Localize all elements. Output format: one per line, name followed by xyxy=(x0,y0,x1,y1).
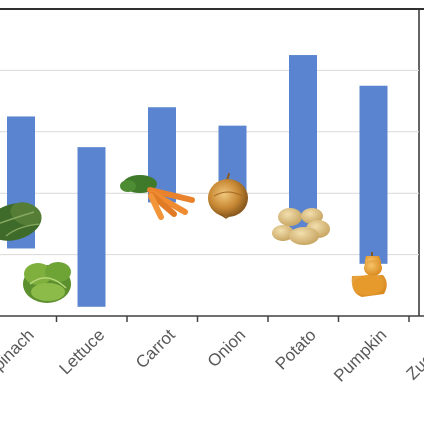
tick-label-zucchini: Zucchini xyxy=(403,325,424,383)
tick-label-spinach: Spinach xyxy=(0,325,38,382)
bar-lettuce xyxy=(77,147,106,307)
butternut-squash-icon xyxy=(351,252,387,297)
gridlines xyxy=(0,69,419,256)
x-axis-ticks xyxy=(55,316,410,322)
tick-label-potato: Potato xyxy=(272,325,320,373)
bar-series xyxy=(7,55,388,307)
vegetable-icons xyxy=(0,173,387,303)
onion-icon xyxy=(208,173,248,219)
lettuce-icon xyxy=(23,262,71,303)
tick-label-carrot: Carrot xyxy=(132,325,179,372)
plot-area xyxy=(0,8,424,316)
bar-potato xyxy=(289,55,317,237)
carrot-icon xyxy=(120,175,195,220)
spinach-icon xyxy=(0,202,42,241)
tick-label-lettuce: Lettuce xyxy=(55,325,108,378)
potato-icon xyxy=(272,208,330,245)
x-axis: Spinach Lettuce Carrot Onion Potato Pumpkin Zu… xyxy=(0,315,424,386)
tick-label-onion: Onion xyxy=(204,325,250,371)
bar-pumpkin xyxy=(359,85,388,264)
x-axis-tick-labels: Spinach Lettuce Carrot Onion Potato Pumpkin Zu… xyxy=(0,325,424,385)
tick-label-pumpkin: Pumpkin xyxy=(330,325,390,385)
